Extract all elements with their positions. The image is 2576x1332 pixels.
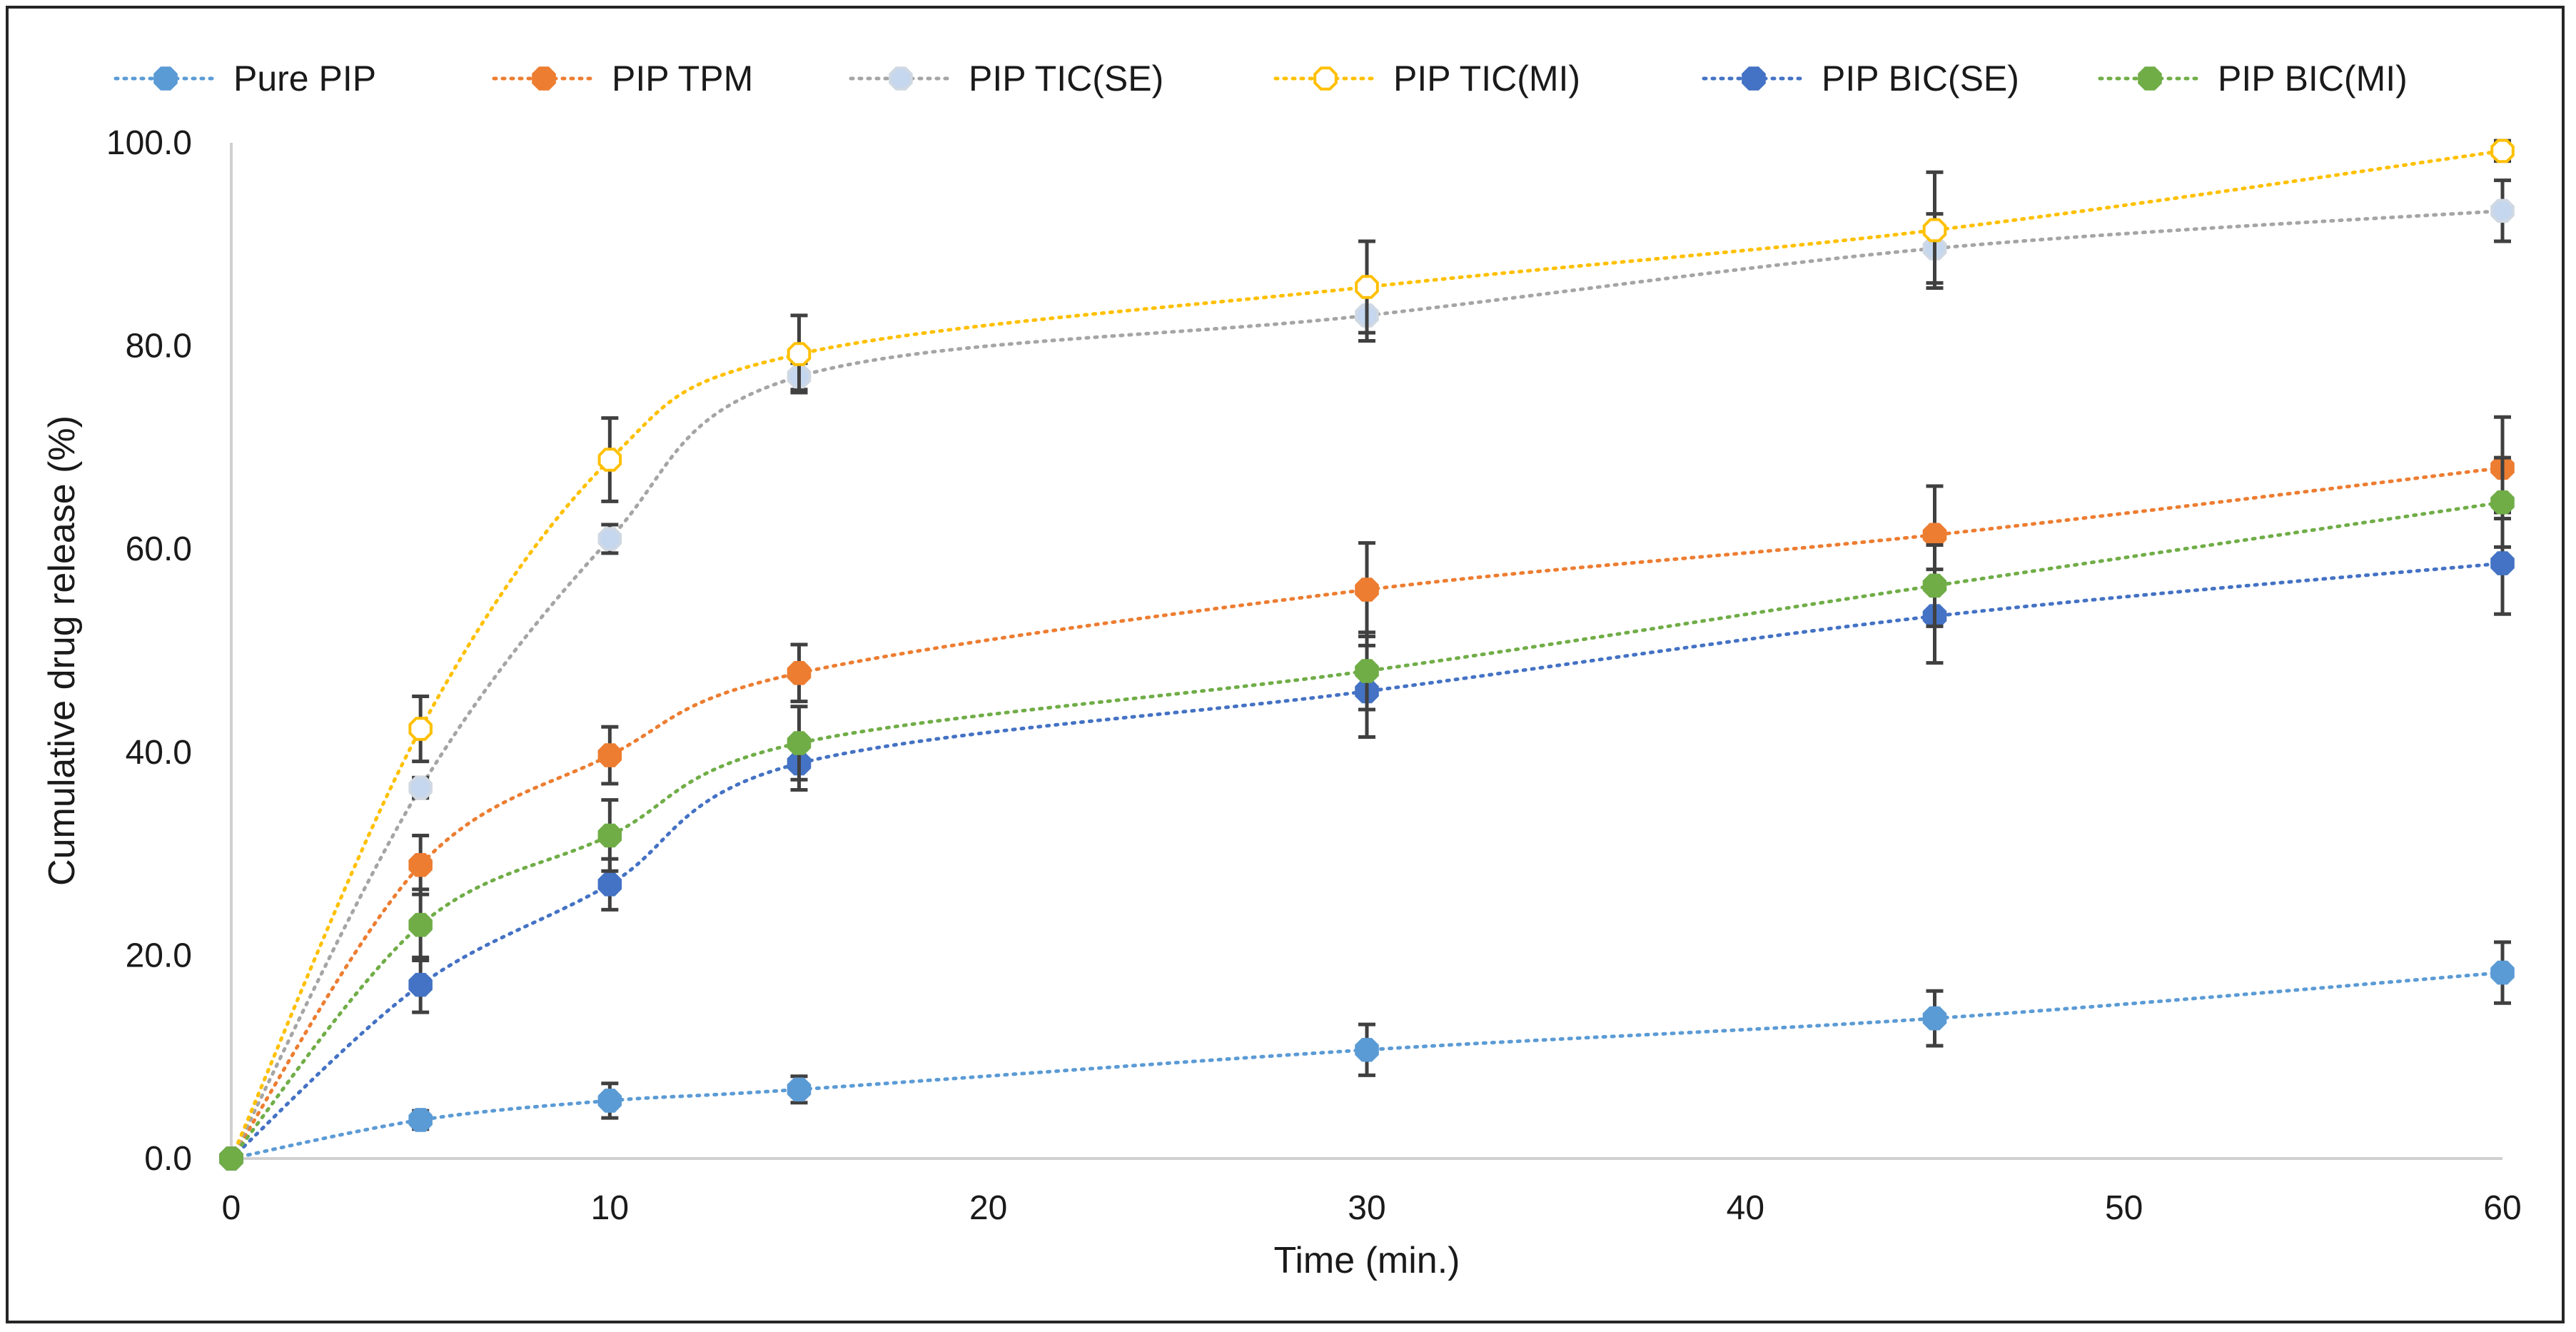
data-point-marker xyxy=(2138,66,2162,91)
data-point-marker xyxy=(597,743,622,767)
data-point-marker xyxy=(2490,198,2515,223)
data-point-marker xyxy=(1355,275,1379,299)
x-tick-label: 40 xyxy=(1727,1189,1764,1227)
data-point-marker xyxy=(408,853,433,877)
x-tick-label: 20 xyxy=(969,1189,1007,1227)
data-point-marker xyxy=(1355,659,1379,683)
data-point-marker xyxy=(889,66,913,91)
x-axis-title: Time (min.) xyxy=(1274,1240,1460,1281)
y-tick-label: 80.0 xyxy=(126,328,192,365)
y-tick-labels: 0.0 20.0 40.0 60.0 80.0 100.0 xyxy=(106,124,192,1178)
y-tick-label: 0.0 xyxy=(144,1140,192,1178)
legend-label: Pure PIP xyxy=(233,59,376,99)
line-chart: 0.0 20.0 40.0 60.0 80.0 100.0 0 10 20 30 40 50 60 P… xyxy=(41,59,2522,1281)
data-point-marker xyxy=(2490,551,2515,575)
data-point-marker xyxy=(787,1077,812,1101)
y-tick-label: 20.0 xyxy=(126,937,192,974)
data-point-marker xyxy=(597,527,622,551)
series-line xyxy=(229,971,2505,1161)
legend: Pure PIP PIP TPM PIP TIC(SE) PIP TIC(MI) PIP… xyxy=(113,59,2408,99)
data-point-marker xyxy=(408,912,433,937)
data-point-marker xyxy=(408,972,433,997)
data-point-marker xyxy=(2490,960,2515,985)
series-line xyxy=(229,500,2505,1161)
x-tick-label: 60 xyxy=(2483,1189,2521,1227)
legend-item: PIP BIC(MI) xyxy=(2098,59,2408,99)
data-point-marker xyxy=(153,66,178,91)
y-tick-label: 100.0 xyxy=(106,124,192,162)
data-point-marker xyxy=(1355,1038,1379,1062)
data-point-marker xyxy=(1313,66,1338,91)
legend-label: PIP TIC(SE) xyxy=(969,59,1163,99)
series-line xyxy=(229,561,2505,1161)
series-line xyxy=(229,208,2505,1161)
y-tick-label: 60.0 xyxy=(126,530,192,568)
data-point-marker xyxy=(1922,523,1947,548)
data-point-marker xyxy=(1355,577,1379,602)
legend-item: PIP TPM xyxy=(492,59,753,99)
data-point-marker xyxy=(597,448,622,472)
data-point-marker xyxy=(597,1089,622,1113)
legend-item: PIP BIC(SE) xyxy=(1702,59,2019,99)
legend-item: PIP TIC(MI) xyxy=(1273,59,1580,99)
data-point-marker xyxy=(219,1146,243,1171)
axes xyxy=(230,143,2502,1160)
data-point-marker xyxy=(532,66,556,91)
data-point-marker xyxy=(408,717,433,741)
chart-frame: 0.0 20.0 40.0 60.0 80.0 100.0 0 10 20 30 40 50 60 P… xyxy=(6,6,2565,1323)
series-layer xyxy=(219,138,2515,1171)
data-point-marker xyxy=(597,823,622,848)
data-point-marker xyxy=(787,661,812,685)
y-tick-label: 40.0 xyxy=(126,734,192,772)
data-point-marker xyxy=(408,775,433,800)
series-0 xyxy=(219,940,2515,1171)
legend-item: Pure PIP xyxy=(113,59,376,99)
data-point-marker xyxy=(597,872,622,897)
data-point-marker xyxy=(1922,1006,1947,1031)
legend-label: PIP TPM xyxy=(612,59,753,99)
x-tick-label: 50 xyxy=(2105,1189,2143,1227)
x-tick-label: 10 xyxy=(591,1189,629,1227)
x-tick-labels: 0 10 20 30 40 50 60 xyxy=(222,1189,2522,1227)
data-point-marker xyxy=(1742,66,1766,91)
legend-label: PIP TIC(MI) xyxy=(1393,59,1580,99)
legend-label: PIP BIC(SE) xyxy=(1822,59,2019,99)
data-point-marker xyxy=(2490,490,2515,515)
data-point-marker xyxy=(787,731,812,755)
x-tick-label: 30 xyxy=(1348,1189,1385,1227)
data-point-marker xyxy=(787,342,812,366)
data-point-marker xyxy=(1922,218,1947,243)
data-point-marker xyxy=(408,1108,433,1132)
series-5 xyxy=(219,455,2515,1171)
x-tick-label: 0 xyxy=(222,1189,241,1227)
data-point-marker xyxy=(1922,573,1947,598)
y-axis-title: Cumulative drug release (%) xyxy=(41,415,83,886)
legend-item: PIP TIC(SE) xyxy=(849,59,1163,99)
legend-label: PIP BIC(MI) xyxy=(2218,59,2408,99)
data-point-marker xyxy=(2490,138,2515,163)
